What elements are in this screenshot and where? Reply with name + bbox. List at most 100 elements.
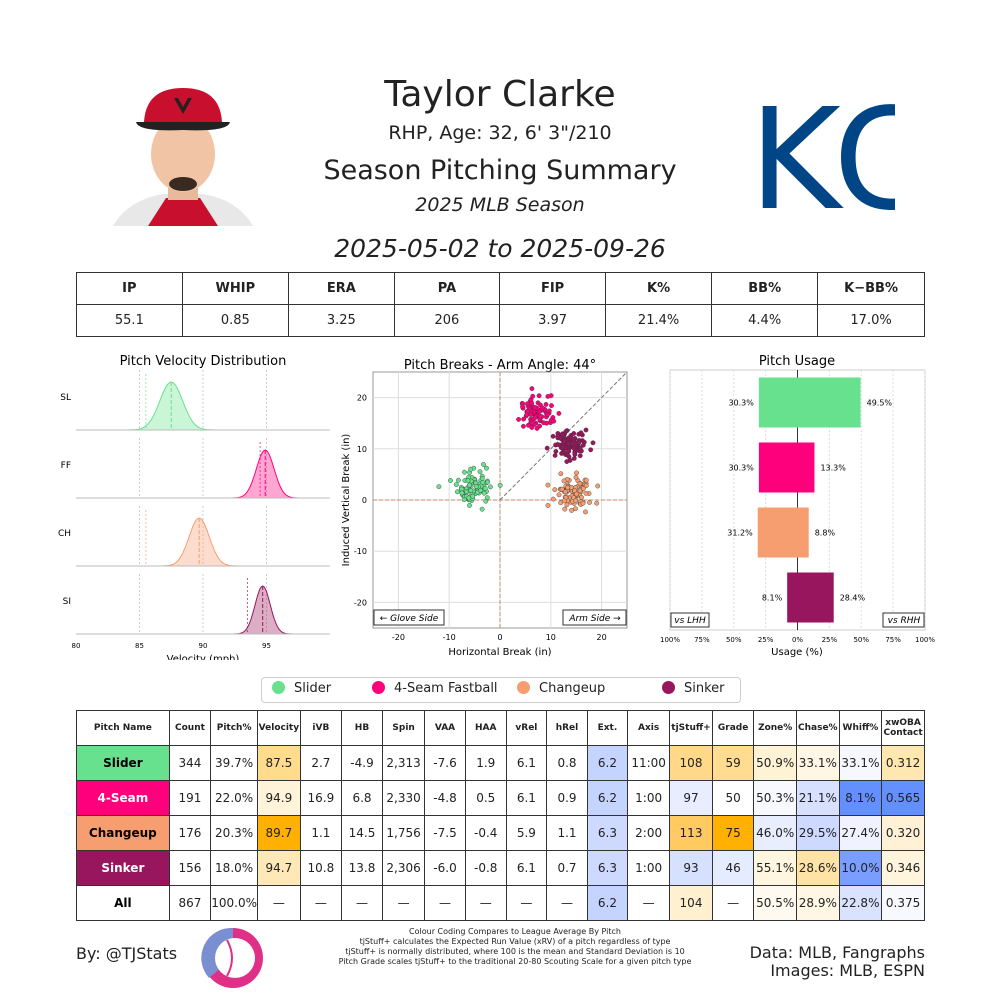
pitch-metrics-table: Pitch Name Count Pitch% Velocity iVB HB Spin VA…: [76, 710, 925, 921]
break-point: [580, 500, 586, 506]
vs-lhh-box: [670, 612, 710, 628]
break-point: [497, 482, 503, 488]
break-point: [561, 449, 567, 455]
arm-side-label: Arm Side →: [568, 614, 621, 624]
x-tick-label: 100%: [915, 636, 935, 644]
x-tick-label: 25%: [822, 636, 838, 644]
pitch-table-cell: 13.8: [340, 850, 384, 886]
pitch-name-cell: Changeup: [76, 815, 170, 851]
pitch-table-cell: 100.0%: [210, 885, 258, 921]
pitch-table-cell: —: [424, 885, 466, 921]
stats-header-cell: K−BB%: [817, 272, 925, 305]
legend-label: Slider: [294, 681, 332, 696]
legend-item: Changeup: [517, 681, 605, 696]
legend-item: Slider: [272, 681, 331, 696]
pitch-table-header-cell: Zone%: [753, 710, 797, 746]
break-point: [594, 500, 600, 506]
pitch-table-header-cell: Velocity: [257, 710, 301, 746]
footnote-line: tjStuff+ calculates the Expected Run Val…: [359, 937, 671, 946]
pitch-table-header-cell: Count: [168, 710, 212, 746]
break-point: [559, 486, 565, 492]
break-point: [525, 422, 531, 428]
x-tick-label: 50%: [853, 636, 869, 644]
pitch-name-cell: Slider: [76, 745, 170, 781]
glove-side-label: ← Glove Side: [380, 614, 439, 624]
break-point: [562, 506, 568, 512]
break-cluster-4-Seam Fastball: [516, 386, 562, 431]
pitch-table-cell: 0.5: [464, 780, 507, 816]
break-point: [468, 488, 474, 493]
pitch-table-cell: 156: [168, 850, 212, 886]
pitch-table-cell: 176: [168, 815, 212, 851]
legend-dot-icon: [372, 681, 385, 694]
date-range: 2025-05-02 to 2025-09-26: [334, 234, 666, 263]
team-logo: KC: [745, 79, 931, 242]
break-point: [436, 484, 442, 490]
stats-header-cell: K%: [604, 272, 713, 305]
pitch-table-cell: 6.1: [505, 780, 548, 816]
usage-bar-4-Seam Fastball: [758, 442, 815, 493]
stats-header-cell: FIP: [499, 272, 606, 305]
pitch-table-cell: —: [505, 885, 548, 921]
break-point: [578, 430, 584, 436]
break-point: [532, 405, 538, 410]
break-point: [520, 423, 526, 429]
pitch-table-cell: 0.312: [881, 745, 925, 781]
glove-side-box: [373, 609, 445, 626]
break-point: [577, 481, 583, 487]
pitch-table-cell: 1.1: [546, 815, 588, 851]
stats-value-cell: 206: [393, 304, 501, 337]
break-point: [545, 394, 551, 399]
break-point: [482, 485, 488, 491]
break-point: [549, 403, 554, 408]
footnote-line: Colour Coding Compares to League Average…: [409, 927, 621, 936]
pitch-table-cell: 6.2: [586, 780, 629, 816]
break-point: [532, 415, 538, 421]
pitch-table-cell: 0.320: [881, 815, 925, 851]
pitch-table-cell: 344: [168, 745, 212, 781]
pitch-table-cell: 33.1%: [795, 745, 840, 781]
pitch-table-cell: 104: [669, 885, 713, 921]
arm-side-box: [562, 609, 627, 626]
pitch-table-cell: 28.9%: [795, 885, 840, 921]
season-label: 2025 MLB Season: [415, 194, 585, 216]
pitch-table-cell: 93: [669, 850, 713, 886]
pitch-table-cell: 97: [669, 780, 713, 816]
stats-header-cell: PA: [393, 272, 501, 305]
pitch-table-header-cell: VAA: [424, 710, 466, 746]
pitch-table-cell: 16.9: [299, 780, 342, 816]
y-tick-label: 0: [362, 496, 367, 505]
credits: Data: MLB, Fangraphs Images: MLB, ESPN: [700, 944, 925, 980]
break-point: [570, 437, 576, 443]
break-point: [590, 440, 596, 446]
break-point: [528, 397, 534, 402]
pitch-table-cell: 94.9: [257, 780, 301, 816]
usage-rhh-label: 13.3%: [820, 464, 846, 473]
x-tick-label: 50%: [726, 636, 742, 644]
pitch-table-cell: 50.9%: [753, 745, 797, 781]
pitch-table-cell: —: [299, 885, 342, 921]
legend-label: Sinker: [684, 681, 725, 696]
x-tick-label: 85: [135, 642, 144, 650]
pitch-table-cell: 59: [711, 745, 755, 781]
break-point: [583, 483, 589, 489]
break-point: [569, 507, 575, 513]
pitch-table-header-cell: Whiff%: [838, 710, 883, 746]
pitch-table-cell: 94.7: [257, 850, 301, 886]
break-point: [565, 441, 571, 446]
usage-lhh-label: 30.3%: [728, 464, 754, 473]
pitch-table-cell: 0.346: [881, 850, 925, 886]
break-point: [545, 482, 551, 488]
summary-title: Season Pitching Summary: [323, 155, 677, 186]
stats-header-cell: BB%: [711, 272, 819, 305]
pitch-table-header-cell: iVB: [299, 710, 342, 746]
stats-value-cell: 0.85: [181, 304, 289, 337]
pitch-table-cell: 46.0%: [753, 815, 797, 851]
break-point: [579, 494, 584, 500]
usage-bar-Slider: [758, 377, 861, 428]
pitch-table-cell: 50: [711, 780, 755, 816]
player-info: RHP, Age: 32, 6' 3"/210: [388, 122, 612, 144]
break-point: [560, 432, 566, 438]
break-point: [543, 402, 549, 407]
x-tick-label: 0%: [792, 636, 803, 644]
